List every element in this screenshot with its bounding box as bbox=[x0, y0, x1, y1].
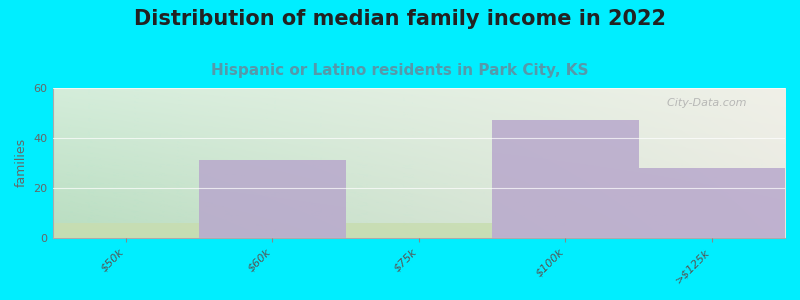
Bar bbox=[638, 168, 785, 238]
Bar bbox=[199, 160, 346, 238]
Bar bbox=[492, 120, 638, 238]
Text: Distribution of median family income in 2022: Distribution of median family income in … bbox=[134, 9, 666, 29]
Y-axis label: families: families bbox=[15, 138, 28, 187]
Text: Hispanic or Latino residents in Park City, KS: Hispanic or Latino residents in Park Cit… bbox=[211, 63, 589, 78]
Text: City-Data.com: City-Data.com bbox=[661, 98, 747, 109]
Bar bbox=[53, 223, 199, 238]
Bar bbox=[346, 223, 492, 238]
